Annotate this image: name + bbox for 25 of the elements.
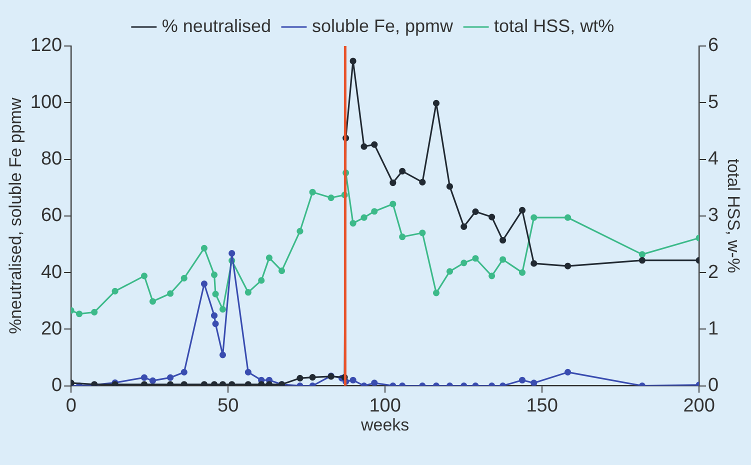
y2-tick-label: 2 [708,262,719,283]
y2-tick-label: 0 [708,375,719,396]
y2-tick-label: 3 [708,205,719,226]
legend-label: soluble Fe, ppmw [312,16,454,36]
legend-label: % neutralised [162,16,271,36]
x-tick-label: 150 [526,395,558,416]
y2-axis-title: total HSS, w-% [724,158,744,274]
y2-tick-label: 6 [708,35,719,56]
y2-tick-label: 5 [708,92,719,113]
x-axis-title: weeks [360,415,410,434]
y-axis-title: %neutralised, soluble Fe ppmw [6,97,25,334]
x-tick-label: 100 [369,395,401,416]
y-tick-label: 0 [52,375,62,396]
y-tick-label: 60 [40,205,62,226]
y-tick-label: 80 [40,148,62,170]
y-tick-label: 120 [30,35,62,56]
x-tick-label: 50 [218,395,239,416]
y2-tick-label: 1 [708,318,719,340]
x-tick-label: 0 [66,395,76,416]
legend-label: total HSS, wt% [494,16,614,36]
y2-tick-label: 4 [708,148,720,170]
y-tick-label: 40 [40,262,62,283]
y-tick-label: 20 [40,318,62,340]
y-tick-label: 100 [30,92,62,113]
x-tick-label: 200 [683,395,715,416]
